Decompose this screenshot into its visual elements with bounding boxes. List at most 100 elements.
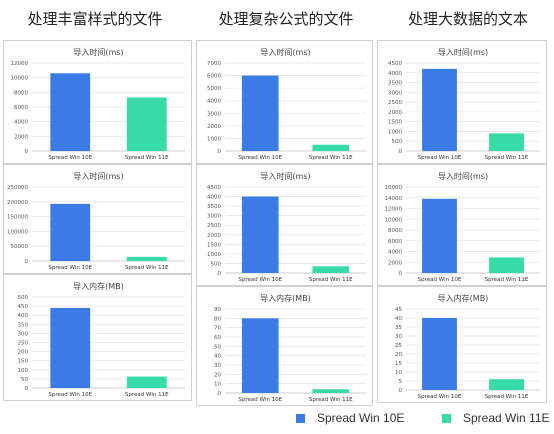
y-tick-label: 100: [18, 368, 29, 374]
y-tick-label: 0: [399, 388, 403, 394]
bar-win11e: [312, 266, 350, 273]
legend-swatch-win11e: [442, 413, 451, 423]
y-tick-label: 3000: [388, 90, 402, 96]
chart-svg: 导入时间(ms) 0 2000 4000 6000 8000 10000 12000 Sprea…: [11, 47, 185, 161]
chart-svg: 导入时间(ms) 0 50000 100000 150000 200000 250000 Sp…: [7, 171, 185, 271]
legend-item-win10e: Spread Win 10E: [296, 408, 404, 428]
y-tick-label: 200: [18, 350, 29, 356]
chart-panel: 导入时间(ms) 0 50000 100000 150000 200000 250000 Sp…: [3, 164, 192, 274]
y-tick-label: 1500: [388, 120, 402, 126]
column-title-big-data: 处理大数据的文本: [407, 10, 528, 28]
chart-svg: 导入时间(ms) 0 1000 2000 3000 4000 5000 6000 7000 Spr…: [207, 47, 366, 161]
bar-win11e: [126, 256, 167, 261]
x-tick-label: Spread Win 10E: [238, 397, 282, 403]
y-tick-label: 0: [25, 259, 29, 265]
chart-title: 导入内存(MB): [438, 293, 489, 303]
x-tick-label: Spread Win 11E: [485, 277, 529, 283]
chart-svg: 导入时间(ms) 0 2000 4000 6000 8000 10000 12000 14000…: [385, 171, 540, 283]
bar-win10e: [422, 318, 457, 390]
y-tick-label: 10: [214, 382, 221, 388]
y-tick-label: 5: [399, 379, 403, 385]
y-tick-label: 500: [211, 261, 222, 267]
y-tick-label: 3000: [207, 111, 221, 117]
y-tick-label: 80: [214, 316, 221, 322]
y-tick-label: 50: [21, 377, 28, 383]
y-tick-label: 0: [399, 149, 403, 155]
x-tick-label: Spread Win 11E: [309, 277, 353, 283]
y-tick-label: 100000: [7, 229, 28, 235]
legend-item-win11e: Spread Win 11E: [442, 408, 550, 428]
x-tick-label: Spread Win 10E: [238, 277, 282, 283]
bar-win11e: [489, 257, 524, 273]
bar-win10e: [50, 203, 91, 261]
chart-panel: 导入时间(ms) 0 500 1000 1500 2000 2500 3000 3500 4000…: [196, 164, 373, 286]
chart-title: 导入时间(ms): [260, 171, 310, 181]
chart-panel: 导入时间(ms) 0 2000 4000 6000 8000 10000 12000 Sprea…: [3, 40, 192, 164]
y-tick-label: 500: [392, 139, 403, 145]
chart-title: 导入内存(MB): [260, 293, 311, 303]
bar-win10e: [241, 75, 279, 151]
bar-win11e: [126, 376, 167, 388]
bar-win10e: [241, 318, 279, 393]
chart-title: 导入时间(ms): [438, 47, 488, 57]
y-tick-label: 12000: [11, 61, 29, 67]
y-tick-label: 4000: [388, 71, 402, 77]
y-tick-label: 50000: [11, 244, 29, 250]
chart-panel: 导入内存(MB) 0 5 10 15 20 25 30 35 40 45 Spread Win 10E…: [377, 286, 547, 403]
y-tick-label: 0: [218, 391, 222, 397]
column-title-complex-formula: 处理复杂公式的文件: [218, 10, 354, 28]
x-tick-label: Spread Win 10E: [418, 277, 462, 283]
y-tick-label: 0: [399, 271, 403, 277]
y-tick-label: 250000: [7, 185, 28, 191]
y-tick-label: 16000: [385, 185, 403, 191]
chart-panel: 导入时间(ms) 0 2000 4000 6000 8000 10000 12000 14000…: [377, 164, 547, 286]
y-tick-label: 250: [18, 341, 29, 347]
y-tick-label: 3500: [388, 81, 402, 87]
y-tick-label: 1000: [207, 136, 221, 142]
bar-win11e: [312, 389, 350, 393]
chart-title: 导入内存(MB): [73, 281, 124, 291]
y-tick-label: 200000: [7, 200, 28, 206]
y-tick-label: 15: [395, 361, 402, 367]
x-tick-label: Spread Win 10E: [238, 155, 282, 161]
y-tick-label: 10000: [11, 76, 29, 82]
y-tick-label: 40: [395, 316, 402, 322]
y-tick-label: 0: [218, 149, 222, 155]
y-tick-label: 8000: [388, 228, 402, 234]
chart-svg: 导入内存(MB) 0 10 20 30 40 50 60 70 80 90 Spread Win 10…: [214, 293, 366, 403]
y-tick-label: 450: [18, 304, 29, 310]
y-tick-label: 3000: [207, 214, 221, 220]
column-title-rich-style: 处理丰富样式的文件: [27, 10, 163, 28]
y-tick-label: 2000: [207, 233, 221, 239]
y-tick-label: 10000: [385, 217, 403, 223]
x-tick-label: Spread Win 10E: [48, 265, 92, 271]
y-tick-label: 35: [395, 325, 402, 331]
chart-svg: 导入时间(ms) 0 500 1000 1500 2000 2500 3000 3500 4000…: [388, 47, 540, 161]
bar-win10e: [50, 73, 91, 151]
x-tick-label: Spread Win 11E: [485, 394, 529, 400]
y-tick-label: 4000: [388, 250, 402, 256]
chart-title: 导入时间(ms): [73, 47, 123, 57]
chart-title: 导入时间(ms): [260, 47, 310, 57]
y-tick-label: 14000: [385, 196, 403, 202]
y-tick-label: 60: [214, 335, 221, 341]
y-tick-label: 2000: [388, 110, 402, 116]
y-tick-label: 3500: [207, 204, 221, 210]
x-tick-label: Spread Win 11E: [309, 397, 353, 403]
y-tick-label: 4500: [388, 61, 402, 67]
y-tick-label: 30: [395, 334, 402, 340]
bar-win10e: [50, 307, 91, 388]
chart-title: 导入时间(ms): [73, 171, 123, 181]
y-tick-label: 1000: [207, 252, 221, 258]
y-tick-label: 150000: [7, 215, 28, 221]
chart-svg: 导入时间(ms) 0 500 1000 1500 2000 2500 3000 3500 4000…: [207, 171, 366, 283]
y-tick-label: 4000: [207, 195, 221, 201]
y-tick-label: 4000: [14, 120, 28, 126]
y-tick-label: 150: [18, 359, 29, 365]
chart-svg: 导入内存(MB) 0 5 10 15 20 25 30 35 40 45 Spread Win 10E…: [395, 293, 540, 400]
bar-win11e: [489, 133, 524, 151]
x-tick-label: Spread Win 10E: [48, 392, 92, 398]
y-tick-label: 5000: [207, 86, 221, 92]
chart-panel: 导入内存(MB) 0 50 100 150 200 250 300 350 400 450 500 Sp…: [3, 274, 192, 401]
chart-svg: 导入内存(MB) 0 50 100 150 200 250 300 350 400 450 500 Sp…: [18, 281, 185, 398]
